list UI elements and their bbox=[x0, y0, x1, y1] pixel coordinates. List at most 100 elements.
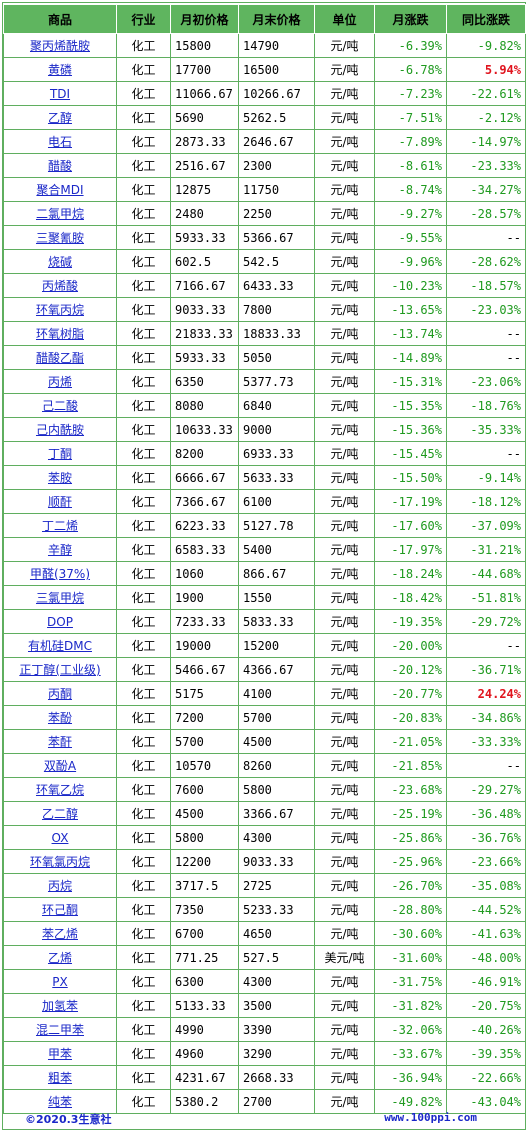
commodity-link[interactable]: 甲醛(37%) bbox=[29, 567, 91, 581]
commodity-link[interactable]: 双酚A bbox=[43, 759, 77, 773]
commodity-link[interactable]: 二氯甲烷 bbox=[35, 207, 84, 221]
commodity-link[interactable]: 纯苯 bbox=[47, 1095, 72, 1109]
commodity-link[interactable]: 丙酮 bbox=[47, 687, 72, 701]
price-table: 商品 行业 月初价格 月末价格 单位 月涨跌 同比涨跌 聚丙烯酰胺 化工 15800… bbox=[3, 4, 526, 1114]
commodity-link[interactable]: 醋酸 bbox=[47, 159, 72, 173]
commodity-link[interactable]: 丁酮 bbox=[47, 447, 72, 461]
unit-cell: 元/吨 bbox=[314, 465, 375, 490]
commodity-link[interactable]: 有机硅DMC bbox=[28, 639, 92, 653]
commodity-link[interactable]: 甲苯 bbox=[47, 1047, 72, 1061]
end-price-cell: 4100 bbox=[238, 681, 315, 706]
commodity-link[interactable]: 加氢苯 bbox=[41, 999, 78, 1013]
commodity-link[interactable]: 丁二烯 bbox=[41, 519, 78, 533]
end-price-cell: 5262.5 bbox=[238, 105, 315, 130]
unit-cell: 元/吨 bbox=[314, 873, 375, 898]
end-price-cell: 2668.33 bbox=[238, 1065, 315, 1090]
commodity-cell: 混二甲苯 bbox=[3, 1017, 117, 1042]
mom-change-cell: -31.60% bbox=[374, 945, 447, 970]
start-price-cell: 7350 bbox=[170, 897, 239, 922]
commodity-link[interactable]: 辛醇 bbox=[47, 543, 72, 557]
commodity-link[interactable]: 苯酐 bbox=[47, 735, 72, 749]
commodity-link[interactable]: 乙二醇 bbox=[41, 807, 78, 821]
commodity-link[interactable]: 苯胺 bbox=[47, 471, 72, 485]
mom-change-cell: -8.61% bbox=[374, 153, 447, 178]
commodity-link[interactable]: 己二酸 bbox=[41, 399, 78, 413]
industry-cell: 化工 bbox=[116, 585, 171, 610]
commodity-link[interactable]: 三聚氰胺 bbox=[35, 231, 84, 245]
commodity-link[interactable]: 烧碱 bbox=[47, 255, 72, 269]
commodity-link[interactable]: DOP bbox=[47, 614, 73, 629]
commodity-cell: 烧碱 bbox=[3, 249, 117, 274]
mom-change-cell: -7.89% bbox=[374, 129, 447, 154]
industry-cell: 化工 bbox=[116, 33, 171, 58]
start-price-cell: 6350 bbox=[170, 369, 239, 394]
commodity-link[interactable]: 丙烷 bbox=[47, 879, 72, 893]
commodity-cell: 聚合MDI bbox=[3, 177, 117, 202]
commodity-link[interactable]: 混二甲苯 bbox=[35, 1023, 84, 1037]
commodity-link[interactable]: 环氧氯丙烷 bbox=[29, 855, 90, 869]
header-yoy-change: 同比涨跌 bbox=[446, 4, 526, 34]
end-price-cell: 3366.67 bbox=[238, 801, 315, 826]
commodity-link[interactable]: 电石 bbox=[47, 135, 72, 149]
industry-cell: 化工 bbox=[116, 921, 171, 946]
yoy-change-cell: -44.52% bbox=[446, 897, 526, 922]
commodity-link[interactable]: 苯乙烯 bbox=[41, 927, 78, 941]
commodity-cell: 粗苯 bbox=[3, 1065, 117, 1090]
yoy-change-cell: -- bbox=[446, 441, 526, 466]
commodity-link[interactable]: PX bbox=[52, 974, 68, 989]
commodity-link[interactable]: 己内酰胺 bbox=[35, 423, 84, 437]
industry-cell: 化工 bbox=[116, 225, 171, 250]
commodity-cell: 聚丙烯酰胺 bbox=[3, 33, 117, 58]
industry-cell: 化工 bbox=[116, 537, 171, 562]
commodity-link[interactable]: 正丁醇(工业级) bbox=[19, 663, 101, 677]
commodity-link[interactable]: 环己酮 bbox=[41, 903, 78, 917]
industry-cell: 化工 bbox=[116, 969, 171, 994]
commodity-link[interactable]: OX bbox=[51, 830, 69, 845]
commodity-link[interactable]: 环氧丙烷 bbox=[35, 303, 84, 317]
industry-cell: 化工 bbox=[116, 345, 171, 370]
commodity-link[interactable]: 乙烯 bbox=[47, 951, 72, 965]
mom-change-cell: -17.19% bbox=[374, 489, 447, 514]
yoy-change-cell: -31.21% bbox=[446, 537, 526, 562]
commodity-link[interactable]: 环氧乙烷 bbox=[35, 783, 84, 797]
end-price-cell: 11750 bbox=[238, 177, 315, 202]
table-row: 辛醇 化工 6583.33 5400 元/吨 -17.97% -31.21% bbox=[3, 537, 526, 562]
mom-change-cell: -33.67% bbox=[374, 1041, 447, 1066]
commodity-link[interactable]: TDI bbox=[49, 86, 71, 101]
commodity-link[interactable]: 三氯甲烷 bbox=[35, 591, 84, 605]
mom-change-cell: -25.19% bbox=[374, 801, 447, 826]
commodity-link[interactable]: 丙烯 bbox=[47, 375, 72, 389]
yoy-change-cell: -9.82% bbox=[446, 33, 526, 58]
industry-cell: 化工 bbox=[116, 465, 171, 490]
commodity-link[interactable]: 聚丙烯酰胺 bbox=[29, 39, 90, 53]
table-row: 醋酸乙酯 化工 5933.33 5050 元/吨 -14.89% -- bbox=[3, 345, 526, 370]
commodity-link[interactable]: 乙醇 bbox=[47, 111, 72, 125]
mom-change-cell: -20.77% bbox=[374, 681, 447, 706]
end-price-cell: 5833.33 bbox=[238, 609, 315, 634]
unit-cell: 元/吨 bbox=[314, 81, 375, 106]
unit-cell: 元/吨 bbox=[314, 537, 375, 562]
yoy-change-cell: -9.14% bbox=[446, 465, 526, 490]
commodity-cell: 丙烯 bbox=[3, 369, 117, 394]
start-price-cell: 7366.67 bbox=[170, 489, 239, 514]
end-price-cell: 2646.67 bbox=[238, 129, 315, 154]
industry-cell: 化工 bbox=[116, 249, 171, 274]
unit-cell: 元/吨 bbox=[314, 969, 375, 994]
commodity-link[interactable]: 环氧树脂 bbox=[35, 327, 84, 341]
start-price-cell: 19000 bbox=[170, 633, 239, 658]
commodity-link[interactable]: 苯酚 bbox=[47, 711, 72, 725]
commodity-link[interactable]: 顺酐 bbox=[47, 495, 72, 509]
commodity-link[interactable]: 醋酸乙酯 bbox=[35, 351, 84, 365]
commodity-link[interactable]: 聚合MDI bbox=[36, 183, 84, 197]
mom-change-cell: -19.35% bbox=[374, 609, 447, 634]
commodity-cell: DOP bbox=[3, 609, 117, 634]
commodity-link[interactable]: 丙烯酸 bbox=[41, 279, 78, 293]
commodity-link[interactable]: 粗苯 bbox=[47, 1071, 72, 1085]
commodity-cell: 己二酸 bbox=[3, 393, 117, 418]
unit-cell: 元/吨 bbox=[314, 153, 375, 178]
mom-change-cell: -21.05% bbox=[374, 729, 447, 754]
commodity-link[interactable]: 黄磷 bbox=[47, 63, 72, 77]
yoy-change-cell: -18.57% bbox=[446, 273, 526, 298]
start-price-cell: 12200 bbox=[170, 849, 239, 874]
mom-change-cell: -8.74% bbox=[374, 177, 447, 202]
